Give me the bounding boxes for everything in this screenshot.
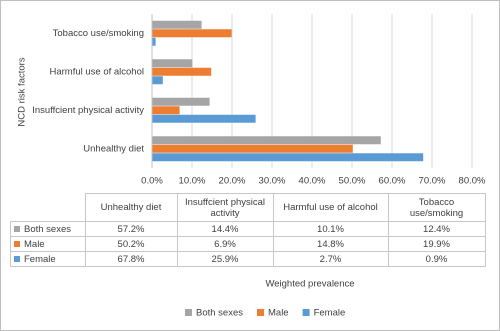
table-cell: 19.9% bbox=[387, 236, 486, 252]
table-row-header: Male bbox=[10, 236, 86, 252]
bar bbox=[152, 37, 156, 46]
y-tick-label: Unhealthy diet bbox=[83, 143, 144, 154]
bar bbox=[152, 29, 232, 38]
legend-key bbox=[14, 225, 20, 232]
x-axis-title: Weighted prevalence bbox=[265, 279, 354, 290]
table-cell: 57.2% bbox=[84, 221, 178, 237]
x-tick-label: 50.0% bbox=[339, 176, 366, 187]
legend-label: Female bbox=[314, 308, 346, 319]
x-tick-label: 0.0% bbox=[141, 176, 163, 187]
bar bbox=[152, 106, 180, 115]
table-row: Male 50.2% 6.9% 14.8% 19.9% bbox=[10, 236, 486, 252]
legend-label: Both sexes bbox=[196, 308, 243, 319]
legend-swatch bbox=[302, 309, 310, 316]
table-row-header: Female bbox=[10, 251, 86, 267]
table-header: Harmful use of alcohol bbox=[272, 193, 389, 222]
table-row: Female 67.8% 25.9% 2.7% 0.9% bbox=[10, 251, 486, 267]
bar bbox=[152, 114, 256, 123]
bar bbox=[152, 67, 212, 76]
table-cell: 25.9% bbox=[176, 251, 274, 267]
x-tick-label: 80.0% bbox=[459, 176, 486, 187]
x-tick-label: 70.0% bbox=[419, 176, 446, 187]
table-cell: 14.8% bbox=[272, 236, 389, 252]
table-cell: 0.9% bbox=[387, 251, 486, 267]
table-cell: 2.7% bbox=[272, 251, 389, 267]
legend-key bbox=[14, 240, 20, 247]
x-tick-label: 10.0% bbox=[179, 176, 206, 187]
bar bbox=[152, 59, 193, 68]
series-name: Male bbox=[24, 238, 45, 250]
table-header: Insuffcient physical activity bbox=[176, 193, 274, 222]
legend-label: Male bbox=[268, 308, 289, 319]
table-row-header: Both sexes bbox=[10, 221, 86, 237]
bar bbox=[152, 136, 381, 145]
table-header-row: Unhealthy diet Insuffcient physical activ… bbox=[10, 193, 486, 222]
legend-swatch bbox=[185, 309, 192, 316]
table-corner bbox=[10, 193, 86, 222]
x-tick-label: 60.0% bbox=[379, 176, 406, 187]
y-tick-label: Tobacco use/smoking bbox=[53, 28, 144, 39]
bar bbox=[152, 144, 353, 153]
series-name: Female bbox=[24, 253, 56, 265]
x-tick-label: 20.0% bbox=[219, 176, 246, 187]
data-table: Unhealthy diet Insuffcient physical activ… bbox=[10, 193, 486, 267]
table-cell: 50.2% bbox=[84, 236, 178, 252]
table-header: Tobacco use/smoking bbox=[387, 193, 486, 222]
legend-key bbox=[14, 255, 20, 262]
table-row: Both sexes 57.2% 14.4% 10.1% 12.4% bbox=[10, 221, 486, 237]
series-name: Both sexes bbox=[24, 223, 71, 235]
y-tick-label: Insuffcient physical activity bbox=[32, 105, 144, 116]
table-cell: 10.1% bbox=[272, 221, 389, 237]
table-cell: 12.4% bbox=[387, 221, 486, 237]
table-cell: 67.8% bbox=[84, 251, 178, 267]
y-tick-label: Harmful use of alcohol bbox=[49, 66, 144, 77]
legend-swatch bbox=[257, 309, 264, 316]
table-cell: 6.9% bbox=[176, 236, 274, 252]
bar bbox=[152, 20, 202, 29]
y-axis-title: NCD risk factors bbox=[17, 57, 28, 126]
bar bbox=[152, 153, 424, 162]
table-header: Unhealthy diet bbox=[84, 193, 178, 222]
x-tick-label: 40.0% bbox=[299, 176, 326, 187]
bar bbox=[152, 97, 210, 106]
x-tick-label: 30.0% bbox=[259, 176, 286, 187]
table-cell: 14.4% bbox=[176, 221, 274, 237]
bar bbox=[152, 76, 163, 85]
